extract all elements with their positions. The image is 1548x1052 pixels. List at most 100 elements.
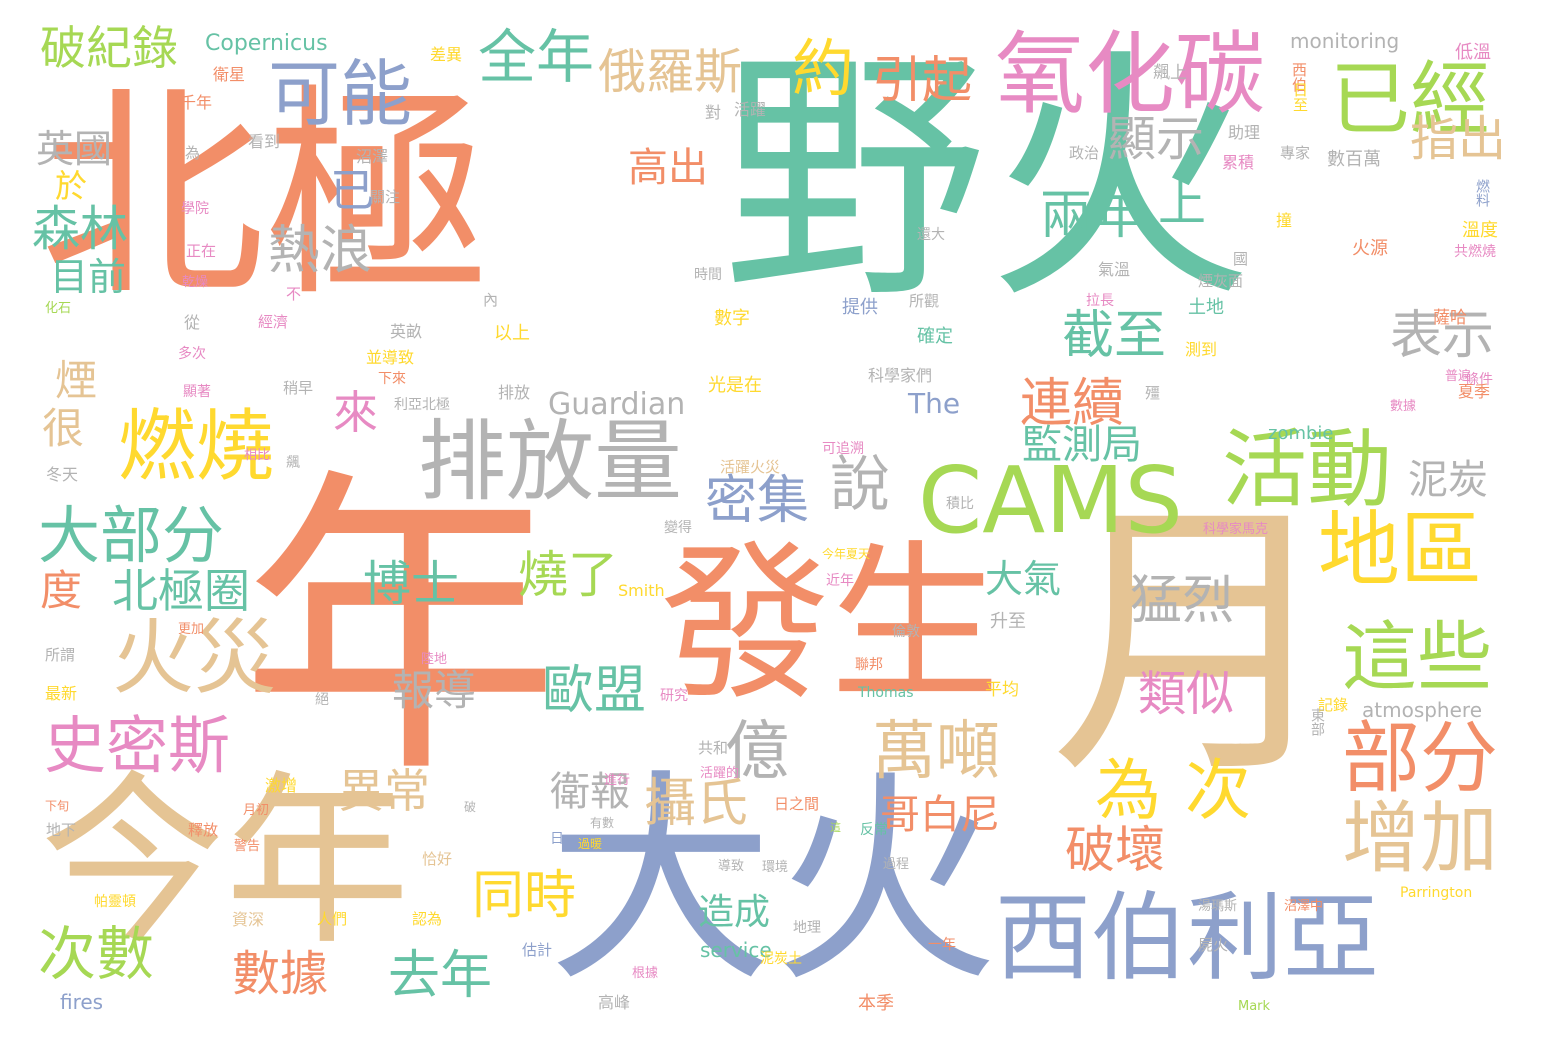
word-89: 西伯 (1290, 62, 1308, 92)
word-95: 沼澤 (356, 147, 389, 166)
word-194: 估計 (522, 941, 553, 959)
word-12: 已經 (1330, 53, 1490, 146)
word-158: 聯邦 (855, 657, 883, 673)
word-41: 上 (1158, 176, 1207, 232)
word-54: 北極圈 (112, 564, 250, 618)
word-165: 東部 (1309, 708, 1325, 736)
word-152: 今年夏天 (822, 547, 871, 561)
word-74: Copernicus (205, 31, 328, 56)
word-143: 數據 (1390, 399, 1417, 414)
word-146: 可追溯 (822, 441, 864, 457)
word-155: 倫敦 (892, 624, 920, 640)
word-184: 警告 (234, 839, 261, 854)
word-148: 活躍火災 (720, 458, 781, 476)
word-75: monitoring (1290, 29, 1400, 53)
word-104: 撞 (1276, 211, 1293, 230)
word-120: 從 (184, 313, 201, 332)
word-85: 差異 (430, 45, 463, 64)
word-160: 最新 (45, 684, 78, 703)
word-28: 億 (725, 715, 789, 789)
word-130: 多次 (178, 346, 206, 362)
word-23: 約 (792, 32, 855, 105)
word-188: 資深 (232, 910, 265, 929)
word-84: 飆上 (1153, 63, 1187, 83)
word-22: 可能 (268, 52, 413, 136)
word-52: 很 (42, 404, 85, 453)
word-105: 溫度 (1462, 220, 1498, 241)
word-59: 異常 (338, 764, 430, 818)
word-123: 提供 (842, 297, 878, 318)
word-1: 北極 (40, 66, 490, 328)
word-82: Mark (1238, 999, 1271, 1014)
word-77: service (700, 938, 772, 962)
word-103: 關注 (370, 188, 401, 206)
word-179: 日 (550, 831, 564, 847)
word-190: 認為 (412, 910, 443, 928)
word-92: 活躍 (734, 100, 767, 119)
word-71: 造成 (698, 892, 771, 933)
word-13: 活動 (1222, 421, 1393, 520)
word-31: 次 (1185, 752, 1251, 829)
word-29: 萬噸 (872, 715, 1000, 789)
word-91: 對 (705, 103, 722, 122)
word-83: Parrington (1400, 885, 1473, 901)
word-109: 火源 (1352, 238, 1388, 259)
word-65: 猛烈 (1130, 571, 1235, 631)
word-4: 月 (1050, 476, 1340, 813)
word-18: 燃燒 (118, 402, 275, 492)
word-99: 數百萬 (1327, 149, 1381, 170)
word-25: 全年 (478, 23, 595, 91)
word-169: 激增 (265, 776, 298, 795)
word-66: 大氣 (985, 557, 1062, 601)
word-110: 共燃燒 (1454, 244, 1496, 260)
word-191: 地理 (793, 920, 821, 936)
word-35: 表示 (1390, 306, 1495, 366)
word-63: 破壞 (1065, 821, 1165, 879)
word-189: 人們 (317, 910, 348, 928)
word-45: 已 (330, 164, 376, 217)
word-32: 熱浪 (268, 221, 373, 281)
word-107: 正在 (186, 242, 217, 260)
word-159: 陸地 (421, 652, 448, 667)
word-14: 地區 (1318, 503, 1483, 598)
word-137: 光是在 (708, 375, 762, 396)
word-58: 報導 (392, 666, 477, 715)
word-168: 日之間 (774, 795, 820, 813)
word-174: 有數 (590, 816, 615, 830)
word-24: 引起 (872, 51, 972, 109)
word-192: 湯瑪斯 (1198, 899, 1238, 914)
word-166: 共和 (698, 739, 729, 757)
word-173: 破 (464, 800, 477, 814)
word-48: 目前 (50, 255, 127, 299)
word-3: 年 (240, 444, 560, 816)
word-197: 根據 (632, 966, 659, 981)
word-40: 兩年 (1040, 186, 1145, 246)
word-20: 火災 (112, 611, 277, 706)
word-26: 俄羅斯 (598, 44, 743, 100)
word-176: 反常 (860, 822, 888, 838)
word-117: 拉長 (1086, 293, 1114, 309)
word-153: 近年 (826, 573, 854, 589)
word-147: 飆 (286, 455, 300, 471)
word-134: 條件 (1465, 372, 1493, 388)
word-53: 度 (40, 566, 83, 615)
word-94: 為 (185, 144, 201, 162)
word-70: 次數 (38, 920, 155, 988)
word-33: 說 (830, 450, 890, 520)
word-145: 相比 (244, 448, 271, 463)
word-141: 排放 (498, 383, 531, 402)
word-68: 數據 (232, 946, 329, 1002)
word-16: 部分 (1342, 714, 1499, 804)
word-198: 高峰 (598, 993, 631, 1012)
word-142: 殭 (1145, 384, 1161, 402)
word-27: 破紀錄 (40, 21, 178, 75)
word-62: 哥白尼 (880, 792, 1000, 838)
word-132: 下來 (378, 371, 406, 387)
word-135: 顯著 (183, 384, 211, 400)
word-115: 不 (286, 285, 302, 303)
word-15: 這些 (1342, 613, 1493, 701)
word-34: 密集 (705, 471, 810, 531)
word-81: Thomas (858, 685, 914, 701)
word-171: 下旬 (45, 799, 70, 813)
word-73: The (908, 387, 961, 420)
